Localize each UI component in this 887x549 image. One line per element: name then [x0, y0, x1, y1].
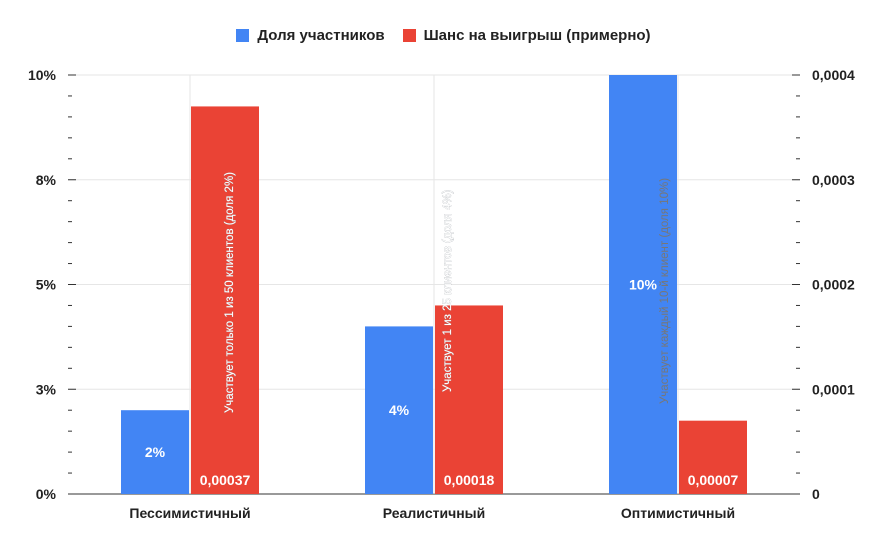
- bar-chance-label: 0,00007: [688, 472, 739, 488]
- legend-swatch-share: [236, 29, 250, 42]
- bar-chance: [435, 305, 503, 494]
- y-left-tick-label: 0%: [36, 486, 57, 502]
- bar-share: [121, 410, 189, 494]
- x-category-label: Пессимистичный: [129, 505, 250, 521]
- x-category-label: Оптимистичный: [621, 505, 735, 521]
- bar-share-label: 10%: [629, 277, 658, 293]
- y-right-tick-label: 0,0003: [812, 172, 855, 188]
- legend: Доля участников Шанс на выигрыш (примерн…: [0, 27, 887, 44]
- annotation: Участвует 1 из 25 клиентов (доля 4%): [442, 190, 454, 392]
- y-right-tick-label: 0,0001: [812, 381, 855, 397]
- y-left-tick-label: 10%: [28, 67, 57, 83]
- annotation: Участвует каждый 10-й клиент (доля 10%): [659, 178, 671, 404]
- legend-label-chance: Шанс на выигрыш (примерно): [423, 27, 651, 44]
- y-left-tick-label: 3%: [36, 381, 57, 397]
- annotation: Участвует только 1 из 50 клиентов (доля …: [224, 172, 236, 413]
- legend-label-share: Доля участников: [257, 27, 385, 44]
- x-category-label: Реалистичный: [383, 505, 485, 521]
- y-left-tick-label: 5%: [36, 277, 57, 293]
- y-right-tick-label: 0: [812, 486, 820, 502]
- legend-item-chance[interactable]: Шанс на выигрыш (примерно): [402, 27, 651, 44]
- bar-chance-label: 0,00037: [200, 472, 251, 488]
- bar-chance: [191, 106, 259, 495]
- bar-share: [365, 326, 433, 494]
- legend-item-share[interactable]: Доля участников: [236, 27, 385, 44]
- bar-share-label: 2%: [145, 444, 166, 460]
- legend-swatch-chance: [402, 29, 416, 42]
- bar-share: [609, 75, 677, 494]
- y-right-tick-label: 0,0002: [812, 277, 855, 293]
- bar-share-label: 4%: [389, 402, 410, 418]
- y-right-tick-label: 0,0004: [812, 67, 855, 83]
- bar-chance-label: 0,00018: [444, 472, 495, 488]
- y-left-tick-label: 8%: [36, 172, 57, 188]
- bar-chance: [679, 420, 747, 494]
